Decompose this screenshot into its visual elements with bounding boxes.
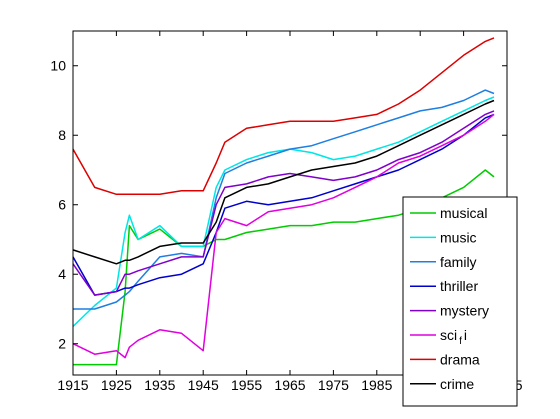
y-tick-label: 4 — [58, 266, 66, 282]
series-line-sci_fi — [72, 113, 495, 359]
x-tick-label: 1955 — [231, 377, 262, 393]
legend-label: sci f i — [440, 327, 467, 347]
legend-label: musical — [440, 205, 487, 221]
y-tick-label: 10 — [50, 58, 66, 74]
x-tick-label: 1935 — [144, 377, 175, 393]
x-tick-label: 1925 — [101, 377, 132, 393]
legend-box — [402, 196, 518, 407]
legend-label: crime — [440, 376, 474, 392]
y-tick-label: 6 — [58, 197, 66, 213]
legend-label: drama — [440, 351, 480, 367]
legend-label: family — [440, 254, 477, 270]
series-line-drama — [72, 37, 495, 196]
y-axis: 2 4 6 8 10 — [50, 58, 507, 352]
x-tick-label: 1975 — [318, 377, 349, 393]
series-line-crime — [72, 99, 495, 265]
y-tick-label: 2 — [58, 336, 66, 352]
legend-label: thriller — [440, 278, 478, 294]
x-tick-label: 1965 — [274, 377, 305, 393]
legend: musical music family thriller mystery sci f i dr… — [402, 196, 518, 407]
series-line-mystery — [72, 110, 495, 296]
series-layer — [72, 37, 495, 366]
x-tick-label: 1985 — [361, 377, 392, 393]
series-line-music — [72, 96, 495, 327]
x-tick-label: 1915 — [57, 377, 88, 393]
y-tick-label: 8 — [58, 127, 66, 143]
legend-label: mystery — [440, 303, 489, 319]
legend-label: music — [440, 229, 477, 245]
x-tick-label: 1945 — [188, 377, 219, 393]
series-line-family — [73, 89, 495, 310]
series-line-thriller — [72, 113, 495, 296]
